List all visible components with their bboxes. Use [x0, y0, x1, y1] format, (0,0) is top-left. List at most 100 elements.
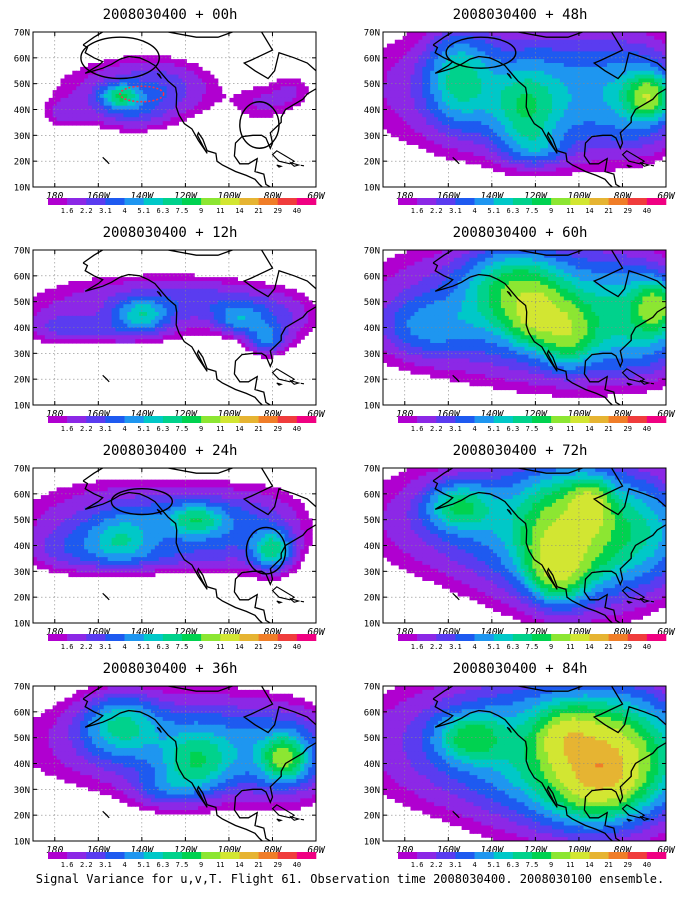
variance-cell — [99, 315, 105, 321]
variance-cell — [150, 564, 156, 570]
variance-cell — [182, 541, 187, 547]
variance-cell — [205, 284, 211, 290]
variance-cell — [146, 491, 152, 496]
variance-cell — [139, 128, 144, 134]
variance-cell — [80, 526, 85, 531]
variance-cell — [186, 510, 191, 516]
variance-cell — [209, 479, 215, 485]
variance-cell — [139, 483, 144, 488]
variance-cell — [131, 109, 136, 114]
variance-cell — [107, 78, 113, 83]
variance-cell — [253, 502, 258, 508]
variance-cell — [84, 292, 89, 298]
variance-cell — [80, 495, 85, 500]
variance-cell — [198, 312, 203, 317]
variance-cell — [288, 343, 294, 348]
variance-cell — [88, 483, 93, 488]
variance-cell — [162, 59, 168, 64]
variance-cell — [119, 553, 124, 558]
variance-cell — [233, 533, 238, 539]
variance-cell — [205, 686, 211, 691]
variance-cell — [44, 732, 50, 737]
variance-cell — [76, 717, 81, 722]
variance-cell — [205, 514, 211, 519]
variance-cell — [72, 537, 77, 543]
variance-cell — [127, 55, 132, 60]
variance-cell — [202, 557, 207, 562]
variance-cell — [56, 549, 62, 554]
variance-cell — [260, 701, 266, 706]
variance-cell — [84, 121, 89, 126]
variance-cell — [221, 740, 227, 745]
variance-cell — [150, 518, 156, 523]
variance-cell — [119, 689, 124, 695]
variance-cell — [115, 502, 121, 508]
island-outline — [300, 164, 305, 167]
variance-cell — [123, 78, 128, 83]
variance-cell — [241, 720, 246, 726]
variance-cell — [296, 697, 301, 703]
variance-cell — [276, 545, 282, 550]
variance-cell — [217, 86, 223, 91]
variance-cell — [107, 292, 113, 298]
variance-cell — [186, 549, 191, 554]
variance-cell — [229, 300, 235, 305]
variance-cell — [178, 63, 183, 68]
variance-cell — [123, 748, 128, 753]
variance-cell — [237, 94, 242, 99]
variance-cell — [36, 335, 42, 340]
variance-cell — [257, 109, 262, 114]
variance-cell — [131, 66, 136, 72]
variance-cell — [139, 288, 144, 294]
variance-cell — [229, 506, 235, 512]
variance-cell — [280, 327, 286, 332]
variance-cell — [166, 499, 172, 504]
variance-cell — [209, 491, 215, 496]
variance-cell — [308, 709, 313, 714]
variance-cell — [162, 736, 168, 741]
variance-cell — [260, 697, 266, 703]
variance-cell — [205, 693, 211, 699]
variance-cell — [178, 97, 183, 103]
variance-cell — [202, 693, 207, 699]
variance-cell — [33, 327, 38, 332]
variance-cell — [139, 292, 144, 298]
variance-cell — [48, 545, 54, 550]
variance-cell — [146, 557, 152, 562]
variance-cell — [213, 308, 219, 313]
variance-cell — [182, 86, 187, 91]
variance-cell — [36, 724, 42, 730]
variance-cell — [158, 693, 164, 699]
variance-cell — [229, 564, 235, 570]
variance-cell — [99, 90, 105, 95]
variance-cell — [103, 522, 109, 527]
variance-cell — [107, 327, 113, 332]
variance-cell — [80, 740, 85, 745]
variance-cell — [237, 693, 242, 699]
variance-cell — [91, 522, 97, 527]
variance-cell — [272, 728, 278, 734]
variance-cell — [127, 541, 132, 547]
variance-cell — [139, 541, 144, 547]
variance-cell — [205, 483, 211, 488]
variance-cell — [80, 491, 85, 496]
variance-cell — [80, 689, 85, 695]
variance-cell — [229, 557, 235, 562]
colorbar-swatch — [67, 416, 87, 423]
variance-cell — [150, 545, 156, 550]
variance-cell — [241, 323, 246, 329]
variance-cell — [198, 689, 203, 695]
variance-cell — [154, 288, 160, 294]
variance-cell — [52, 339, 58, 344]
variance-cell — [217, 549, 223, 554]
variance-cell — [135, 300, 140, 305]
variance-cell — [198, 564, 203, 570]
variance-cell — [276, 350, 282, 356]
variance-cell — [190, 331, 195, 336]
variance-cell — [300, 748, 305, 753]
variance-cell — [304, 724, 309, 730]
variance-cell — [107, 59, 113, 64]
variance-cell — [198, 483, 203, 488]
variance-cell — [135, 281, 140, 286]
variance-cell — [135, 530, 140, 535]
